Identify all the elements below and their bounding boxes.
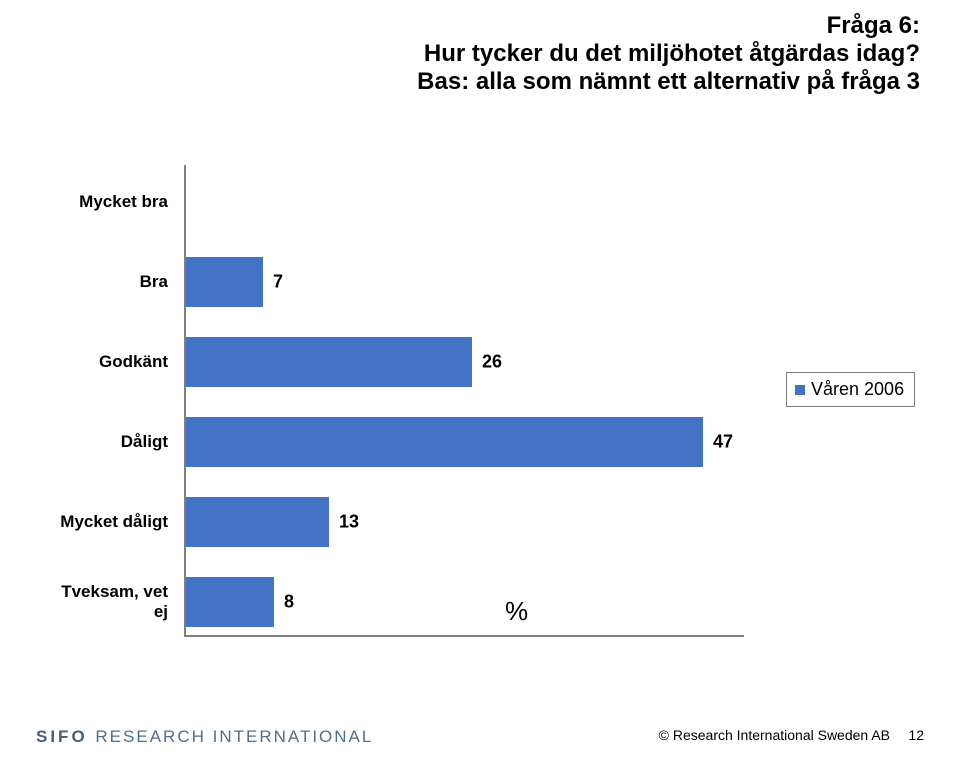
percent-axis-label: % (505, 596, 528, 627)
legend-swatch-icon (795, 385, 805, 395)
x-axis (184, 635, 744, 637)
title-line-3: Bas: alla som nämnt ett alternativ på fr… (417, 68, 920, 96)
bar-row-tveksam: Tveksam, vet ej 8 (60, 577, 274, 627)
bar: 13 (186, 497, 329, 547)
bar-row-godkant: Godkänt 26 (60, 337, 472, 387)
bar-value: 8 (284, 592, 294, 613)
bar-label: Tveksam, vet ej (60, 582, 176, 622)
page-number: 12 (908, 727, 924, 743)
bar: 47 (186, 417, 703, 467)
bar-row-mycket-bra: Mycket bra 0 (60, 177, 186, 227)
bar-value: 13 (339, 512, 359, 533)
bar-label: Mycket bra (60, 192, 176, 212)
y-axis (184, 165, 186, 635)
logo-part-2: RESEARCH INTERNATIONAL (95, 727, 373, 746)
logo-part-1: SIFO (36, 727, 95, 746)
bar: 7 (186, 257, 263, 307)
chart-title-block: Fråga 6: Hur tycker du det miljöhotet åt… (417, 12, 920, 96)
bar-value: 26 (482, 352, 502, 373)
legend-label: Våren 2006 (811, 379, 904, 400)
bar: 26 (186, 337, 472, 387)
bar-row-daligt: Dåligt 47 (60, 417, 703, 467)
bar-value: 47 (713, 432, 733, 453)
bar-row-bra: Bra 7 (60, 257, 263, 307)
legend: Våren 2006 (786, 372, 915, 407)
title-line-1: Fråga 6: (417, 12, 920, 40)
bar-label: Godkänt (60, 352, 176, 372)
footer-logo: SIFO RESEARCH INTERNATIONAL (36, 727, 373, 747)
bar-value: 7 (273, 272, 283, 293)
title-line-2: Hur tycker du det miljöhotet åtgärdas id… (417, 40, 920, 68)
bar-chart: Mycket bra 0 Bra 7 Godkänt 26 Dåligt 47 … (60, 165, 800, 645)
bar-row-mycket-daligt: Mycket dåligt 13 (60, 497, 329, 547)
footer-copyright: © Research International Sweden AB (659, 727, 890, 743)
bar-label: Dåligt (60, 432, 176, 452)
bar-label: Mycket dåligt (60, 512, 176, 532)
bar-label: Bra (60, 272, 176, 292)
bar: 8 (186, 577, 274, 627)
